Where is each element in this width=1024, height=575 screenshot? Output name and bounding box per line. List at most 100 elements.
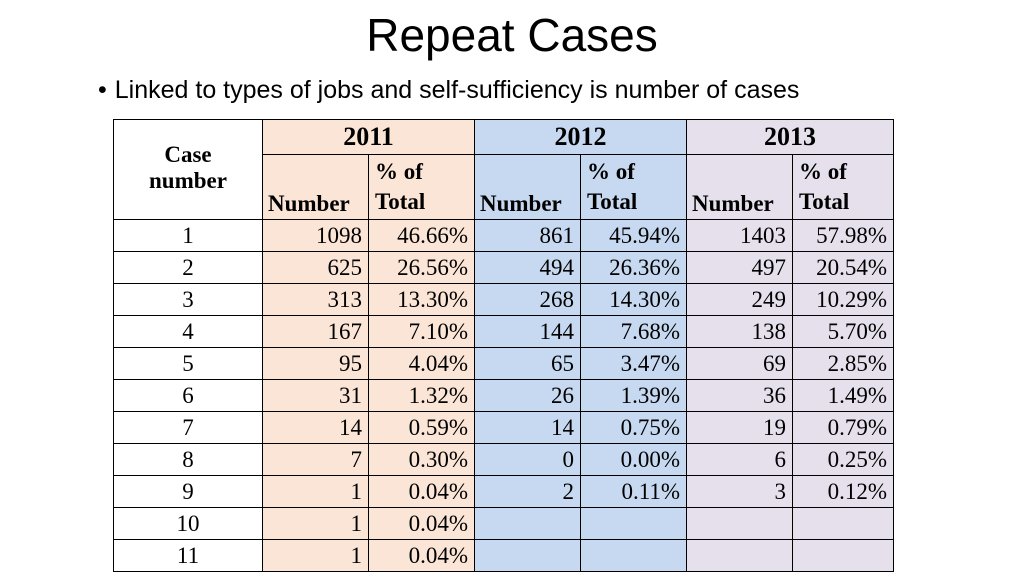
pct-cell: 7.10% — [368, 315, 475, 348]
number-cell — [686, 539, 793, 572]
pct-cell: 14.30% — [580, 283, 687, 316]
pct-cell: 0.11% — [580, 475, 687, 508]
table-row: 3 313 13.30% 268 14.30% 249 10.29% — [113, 283, 894, 316]
pct-cell: 13.30% — [368, 283, 475, 316]
case-number: 7 — [113, 411, 263, 444]
number-cell: 2 — [474, 475, 581, 508]
number-cell: 26 — [474, 379, 581, 412]
number-cell: 249 — [686, 283, 793, 316]
number-cell: 1 — [262, 475, 369, 508]
case-header: Case number — [113, 119, 263, 220]
number-cell — [474, 539, 581, 572]
number-cell: 167 — [262, 315, 369, 348]
pct-cell: 26.36% — [580, 251, 687, 284]
case-number: 3 — [113, 283, 263, 316]
pct-cell: 0.59% — [368, 411, 475, 444]
pct-cell: 0.04% — [368, 539, 475, 572]
table-row: 8 7 0.30% 0 0.00% 6 0.25% — [113, 443, 894, 476]
number-header: Number — [262, 154, 369, 220]
number-cell: 14 — [262, 411, 369, 444]
table-row: 9 1 0.04% 2 0.11% 3 0.12% — [113, 475, 894, 508]
number-cell: 1 — [262, 507, 369, 540]
number-cell: 144 — [474, 315, 581, 348]
case-number: 5 — [113, 347, 263, 380]
pct-cell: 0.00% — [580, 443, 687, 476]
bullet-text: Linked to types of jobs and self-suffici… — [98, 76, 800, 105]
pct-cell: 45.94% — [580, 219, 687, 252]
number-cell: 3 — [686, 475, 793, 508]
case-number: 2 — [113, 251, 263, 284]
number-cell: 14 — [474, 411, 581, 444]
case-number: 10 — [113, 507, 263, 540]
pct-cell — [792, 507, 894, 540]
number-cell: 31 — [262, 379, 369, 412]
number-header: Number — [474, 154, 581, 220]
number-cell: 69 — [686, 347, 793, 380]
table-row: Case number 2011 2012 2013 — [113, 119, 894, 220]
pct-cell: 0.12% — [792, 475, 894, 508]
table-row: 10 1 0.04% — [113, 507, 894, 540]
pct-header: % of Total — [792, 154, 894, 220]
case-number: 11 — [113, 539, 263, 572]
table-row: 1 1098 46.66% 861 45.94% 1403 57.98% — [113, 219, 894, 252]
table-row: 11 1 0.04% — [113, 539, 894, 572]
number-cell — [474, 507, 581, 540]
number-cell: 861 — [474, 219, 581, 252]
number-cell: 7 — [262, 443, 369, 476]
number-cell: 36 — [686, 379, 793, 412]
pct-cell: 0.75% — [580, 411, 687, 444]
number-cell: 1098 — [262, 219, 369, 252]
table-row: 4 167 7.10% 144 7.68% 138 5.70% — [113, 315, 894, 348]
pct-cell: 7.68% — [580, 315, 687, 348]
pct-cell: 46.66% — [368, 219, 475, 252]
number-cell: 6 — [686, 443, 793, 476]
pct-cell — [580, 539, 687, 572]
pct-cell: 26.56% — [368, 251, 475, 284]
pct-cell: 57.98% — [792, 219, 894, 252]
year-header: 2011 — [262, 119, 475, 155]
pct-cell: 0.79% — [792, 411, 894, 444]
year-header: 2013 — [686, 119, 894, 155]
number-cell: 1 — [262, 539, 369, 572]
case-number: 9 — [113, 475, 263, 508]
pct-cell — [580, 507, 687, 540]
number-cell: 497 — [686, 251, 793, 284]
pct-header: % of Total — [580, 154, 687, 220]
data-table: Case number 2011 2012 2013 Number% of Total N… — [113, 119, 894, 572]
table-row: Number% of Total Number% of Total Number% … — [114, 154, 894, 220]
pct-cell: 4.04% — [368, 347, 475, 380]
table-row: 7 14 0.59% 14 0.75% 19 0.79% — [113, 411, 894, 444]
pct-cell: 0.04% — [368, 475, 475, 508]
pct-cell: 1.32% — [368, 379, 475, 412]
pct-cell — [792, 539, 894, 572]
pct-header: % of Total — [368, 154, 475, 220]
pct-cell: 0.25% — [792, 443, 894, 476]
case-number: 1 — [113, 219, 263, 252]
number-cell: 0 — [474, 443, 581, 476]
case-number: 8 — [113, 443, 263, 476]
number-cell — [686, 507, 793, 540]
number-cell: 313 — [262, 283, 369, 316]
number-cell: 494 — [474, 251, 581, 284]
number-cell: 95 — [262, 347, 369, 380]
number-cell: 138 — [686, 315, 793, 348]
table-row: 2 625 26.56% 494 26.36% 497 20.54% — [113, 251, 894, 284]
case-number: 6 — [113, 379, 263, 412]
number-cell: 1403 — [686, 219, 793, 252]
pct-cell: 0.30% — [368, 443, 475, 476]
table-row: 5 95 4.04% 65 3.47% 69 2.85% — [113, 347, 894, 380]
pct-cell: 1.39% — [580, 379, 687, 412]
number-cell: 268 — [474, 283, 581, 316]
pct-cell: 0.04% — [368, 507, 475, 540]
case-number: 4 — [113, 315, 263, 348]
pct-cell: 2.85% — [792, 347, 894, 380]
pct-cell: 3.47% — [580, 347, 687, 380]
pct-cell: 10.29% — [792, 283, 894, 316]
year-header: 2012 — [474, 119, 687, 155]
pct-cell: 20.54% — [792, 251, 894, 284]
pct-cell: 1.49% — [792, 379, 894, 412]
number-cell: 625 — [262, 251, 369, 284]
slide-title: Repeat Cases — [366, 9, 658, 61]
number-cell: 65 — [474, 347, 581, 380]
